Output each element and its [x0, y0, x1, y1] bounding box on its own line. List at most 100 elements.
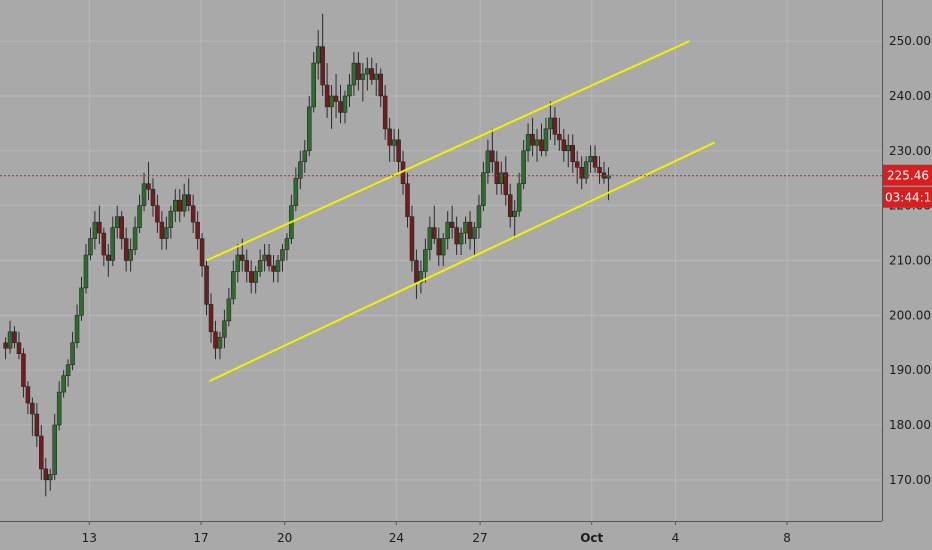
candle	[307, 95, 312, 157]
last-price-tag: 225.46	[883, 164, 932, 186]
candle-body	[485, 150, 491, 174]
candle	[579, 156, 584, 190]
candle-body	[65, 364, 71, 376]
candle	[405, 172, 410, 228]
candle-body	[204, 265, 209, 305]
candle	[570, 134, 575, 173]
candle-body	[168, 210, 174, 228]
candle-body	[574, 161, 580, 168]
candle	[432, 205, 437, 245]
candle	[177, 189, 182, 223]
candle	[271, 255, 276, 283]
candle	[485, 139, 491, 184]
candle	[253, 265, 258, 294]
candle	[503, 156, 509, 206]
candle-body	[262, 254, 267, 261]
candle	[123, 227, 129, 272]
candle	[320, 13, 325, 96]
candle-body	[150, 188, 156, 206]
candle-body	[592, 156, 598, 168]
candle	[490, 128, 495, 173]
countdown-tag: 03:44:18	[883, 186, 932, 208]
candle	[543, 117, 549, 157]
candle	[347, 74, 352, 107]
candle-body	[458, 232, 464, 245]
candle-body	[235, 254, 241, 272]
candle	[574, 150, 580, 184]
candle-body	[110, 227, 116, 261]
candle-body	[257, 260, 263, 272]
candle-body	[324, 84, 330, 108]
candle-body	[579, 167, 584, 179]
candle-body	[521, 150, 526, 184]
candle	[3, 337, 8, 360]
candle-body	[128, 249, 133, 261]
candle	[552, 106, 558, 146]
candle	[597, 156, 602, 184]
candle-body	[217, 337, 223, 349]
candle	[449, 205, 455, 239]
candle-body	[338, 101, 343, 113]
candle-body	[302, 150, 308, 163]
candle-body	[119, 216, 124, 239]
candle	[302, 139, 308, 173]
candle-body	[463, 221, 468, 234]
candle-body	[208, 304, 214, 333]
price-axis-ticks: 250.00240.00230.00220.00210.00200.00190.…	[889, 34, 931, 487]
candle-body	[409, 216, 415, 261]
candle-body	[34, 413, 40, 437]
channel-trendline[interactable]	[208, 141, 715, 383]
candle-body	[199, 238, 205, 267]
candle-body	[275, 260, 281, 272]
candle	[467, 211, 473, 250]
candle-body	[311, 62, 316, 108]
candle	[97, 205, 102, 245]
candle	[186, 178, 191, 212]
candle-body	[414, 260, 419, 283]
candle-body	[476, 205, 482, 228]
candle-body	[449, 221, 455, 228]
candle	[440, 233, 446, 266]
candle	[409, 205, 415, 272]
candle	[79, 276, 84, 321]
candle-body	[440, 238, 446, 256]
candle	[213, 320, 218, 360]
candle	[92, 211, 98, 250]
candle-body	[333, 95, 339, 102]
candle-body	[570, 145, 575, 163]
candle	[539, 123, 544, 157]
candle-body	[25, 386, 31, 404]
candle	[208, 293, 214, 343]
candle	[342, 90, 348, 124]
candle-body	[298, 161, 303, 179]
candle	[30, 397, 35, 436]
candle	[530, 117, 535, 157]
candle-body	[101, 232, 107, 256]
candle-body	[248, 271, 254, 283]
candle-body	[266, 254, 272, 267]
candle	[195, 211, 200, 250]
candle	[12, 326, 17, 349]
price-axis-tick-label: 230.00	[889, 144, 931, 158]
candle-body	[507, 194, 513, 217]
candle	[521, 139, 526, 190]
channel-trendline[interactable]	[206, 40, 690, 262]
candle-body	[369, 68, 375, 80]
candle-body	[88, 238, 93, 256]
candle	[284, 233, 290, 261]
candle-body	[226, 298, 232, 322]
candle	[391, 128, 397, 162]
candle	[25, 381, 31, 415]
candle-body	[427, 227, 433, 250]
candle	[106, 244, 111, 277]
candle	[525, 123, 531, 162]
candle	[39, 425, 44, 480]
candle-body	[378, 73, 383, 97]
candle	[583, 156, 589, 184]
candle	[181, 183, 187, 217]
candle-body	[351, 62, 357, 86]
candle-body	[106, 254, 111, 261]
candle-body	[155, 205, 160, 223]
candle	[61, 370, 66, 398]
